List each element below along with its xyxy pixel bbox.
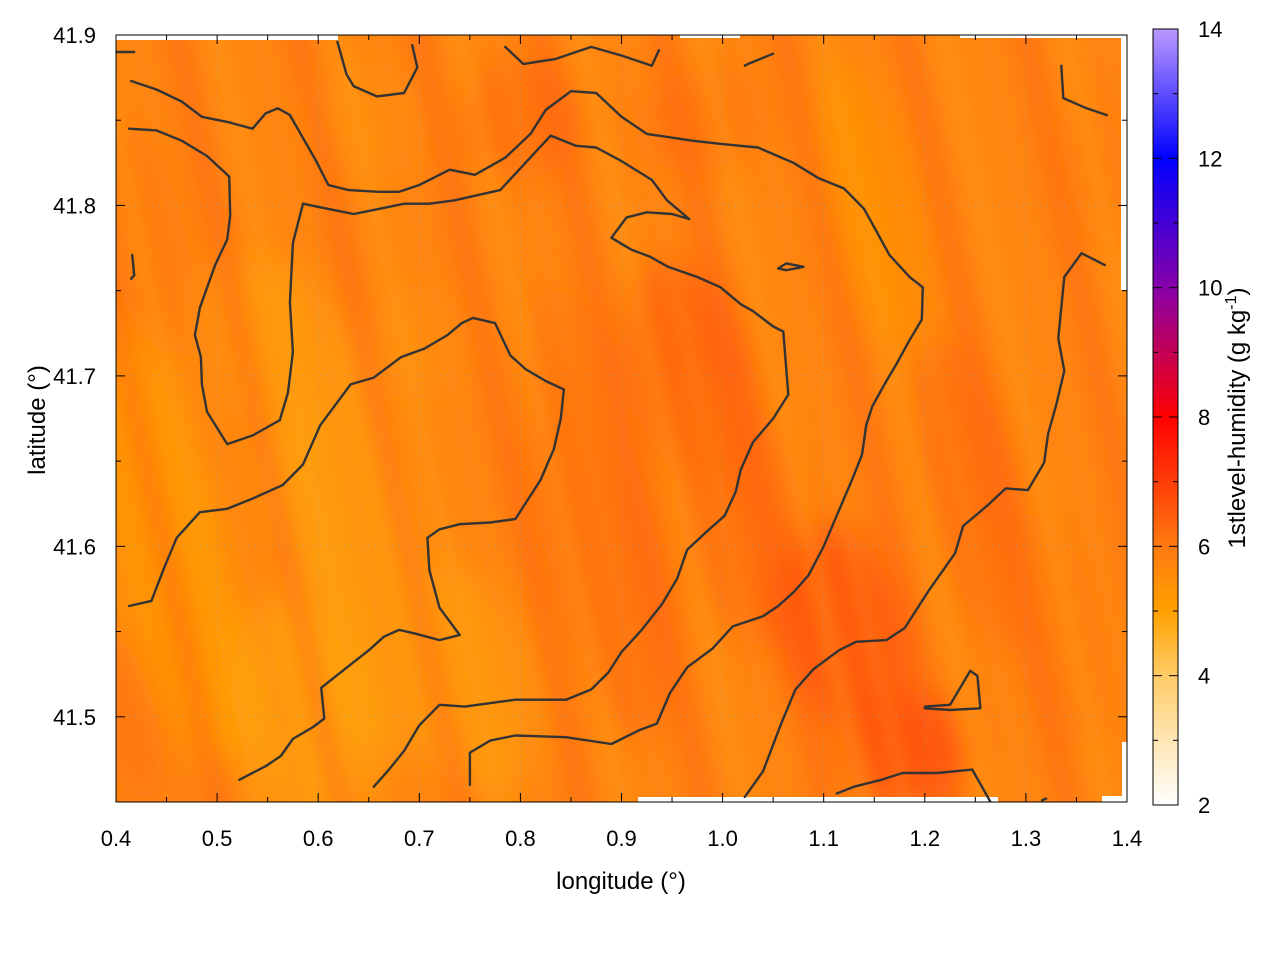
- colorbar-title-exponent: -1: [1223, 295, 1240, 309]
- y-tick-label: 41.6: [53, 534, 96, 559]
- y-tick-label: 41.8: [53, 193, 96, 218]
- contour-line-0: [129, 79, 924, 787]
- heatmap-streak: [646, 35, 839, 802]
- axis-ticks: [115, 34, 1128, 803]
- heatmap-streak: [970, 35, 1127, 802]
- heatmap-streak: [116, 35, 233, 802]
- contour-line-2: [127, 316, 566, 781]
- heatmap-streak: [687, 35, 880, 802]
- y-tick-label: 41.5: [53, 705, 96, 730]
- heatmap-streak: [808, 35, 1001, 802]
- x-tick-label: 1.3: [1011, 826, 1042, 851]
- contour-line-7: [1060, 64, 1109, 117]
- colorbar-tick-label: 4: [1198, 664, 1210, 689]
- contour-line-12: [835, 768, 992, 802]
- x-tick-label: 0.7: [404, 826, 435, 851]
- y-axis-title: latitude (°): [24, 365, 51, 475]
- heatmap-streak: [525, 35, 718, 802]
- colorbar-tick-label: 14: [1198, 17, 1222, 42]
- x-tick-label: 1.4: [1112, 826, 1143, 851]
- heatmap-streak: [202, 35, 394, 802]
- x-tick-labels: 0.4 0.5 0.6 0.7 0.8 0.9 1.0 1.1 1.2 1.3 1.4: [101, 826, 1143, 851]
- colorbar-title-main: 1stlevel-humidity (g kg: [1224, 310, 1251, 549]
- contour-line-11: [923, 669, 982, 712]
- x-tick-label: 0.9: [606, 826, 637, 851]
- contour-line-5: [504, 45, 661, 67]
- contour-line-1: [127, 127, 790, 788]
- heatmap-streak: [485, 35, 677, 802]
- heatmap-streak: [566, 35, 758, 802]
- heatmap-blob: [116, 629, 163, 802]
- heatmap-streak: [849, 35, 1041, 802]
- heatmap-streak: [404, 35, 597, 802]
- colorbar-tick-label: 8: [1198, 405, 1210, 430]
- heatmap-streak: [606, 35, 799, 802]
- contour-lines: [116, 40, 1109, 802]
- x-tick-label: 1.2: [910, 826, 941, 851]
- heatmap-streak: [121, 35, 313, 802]
- heatmap-streak: [116, 35, 273, 802]
- heatmap-streak: [363, 35, 556, 802]
- heatmap-streaks: [116, 35, 1127, 802]
- contour-line-4: [336, 40, 419, 98]
- contour-line-9: [777, 262, 805, 272]
- heatmap-streak: [930, 35, 1122, 802]
- contour-line-13: [1040, 797, 1048, 802]
- colorbar-ticks: 2 4 6 8 10 12 14: [1153, 17, 1222, 818]
- heatmap-streak: [1051, 35, 1127, 802]
- contour-line-6: [743, 52, 775, 67]
- y-tick-label: 41.9: [53, 23, 96, 48]
- y-tick-labels: 41.5 41.6 41.7 41.8 41.9: [53, 23, 96, 730]
- x-tick-label: 1.0: [707, 826, 738, 851]
- y-tick-label: 41.7: [53, 364, 96, 389]
- heatmap-streak: [727, 35, 920, 802]
- x-tick-label: 0.6: [303, 826, 334, 851]
- colorbar-title: 1stlevel-humidity (g kg-1): [1223, 288, 1251, 549]
- x-tick-label: 0.4: [101, 826, 132, 851]
- heatmap-streak: [161, 35, 354, 802]
- x-tick-label: 1.1: [808, 826, 839, 851]
- x-axis-title: longitude (°): [556, 868, 686, 895]
- colorbar-tick-label: 2: [1198, 793, 1210, 818]
- heatmap-streak: [1010, 35, 1127, 802]
- heatmap-streak: [889, 35, 1082, 802]
- heatmap-field: [116, 35, 1127, 802]
- heatmap-streak: [768, 35, 961, 802]
- x-tick-label: 0.8: [505, 826, 536, 851]
- field-edge-gaps: [116, 35, 1127, 802]
- contour-line-10: [743, 251, 1107, 799]
- colorbar-tick-label: 12: [1198, 146, 1222, 171]
- heatmap-streak: [444, 35, 637, 802]
- colorbar-title-close: ): [1224, 288, 1251, 296]
- contour-line-8: [129, 253, 136, 280]
- x-tick-label: 0.5: [202, 826, 233, 851]
- colorbar-tick-label: 10: [1198, 276, 1222, 301]
- colorbar-tick-label: 6: [1198, 534, 1210, 559]
- heatmap-streak: [242, 35, 435, 802]
